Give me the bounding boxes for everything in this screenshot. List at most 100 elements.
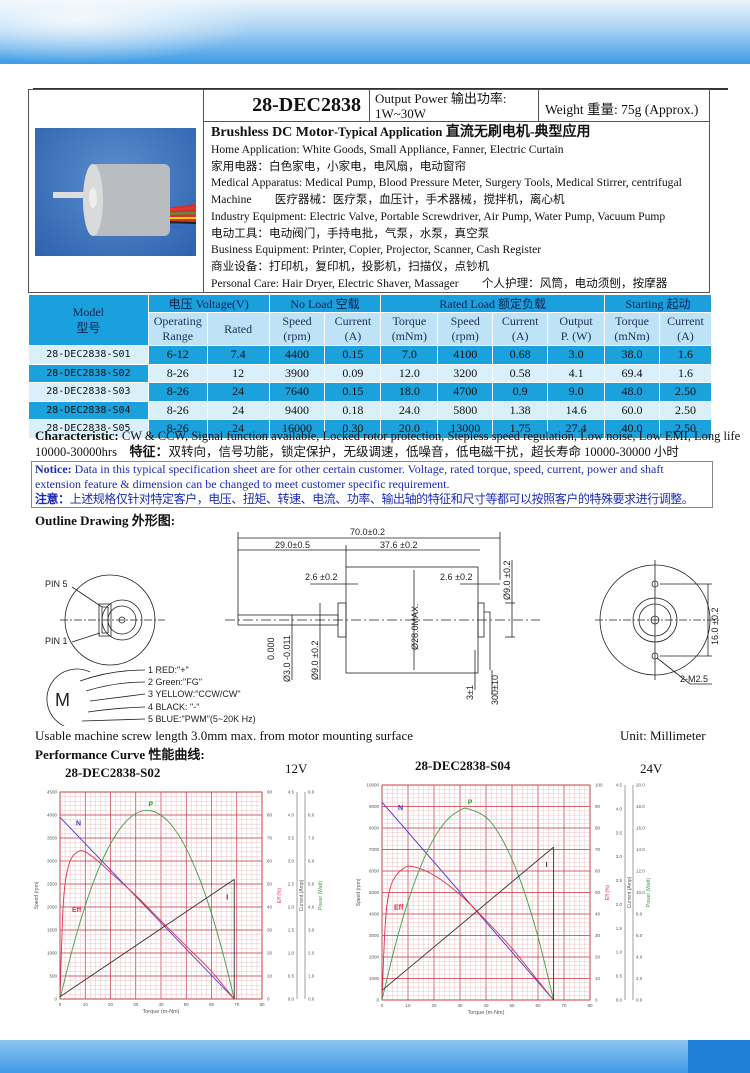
speed-tick-label: 0	[376, 998, 379, 1003]
value-cell: 24	[206, 382, 270, 402]
eff-tick-label: 90	[595, 804, 601, 809]
eff-axis-label: Eff (%)	[277, 888, 283, 904]
characteristic: Characteristic: CW & CCW, Signal functio…	[35, 428, 745, 460]
value-cell: 1.6	[658, 345, 713, 365]
eff-tick-label: 10	[595, 976, 601, 981]
dim-shaft-tol: 0.000	[266, 637, 276, 660]
value-cell: 0.68	[492, 345, 549, 365]
model-cell: 28-DEC2838-S03	[28, 382, 149, 402]
model-title: 28-DEC2838	[203, 89, 370, 122]
x-axis-label: Torque (m-Nm)	[143, 1009, 180, 1015]
column-header-line: P. (W)	[560, 329, 592, 343]
eff-tick-label: 30	[595, 933, 601, 938]
column-header-line: (A)	[344, 329, 362, 343]
column-header-line: Rated	[224, 321, 253, 336]
column-header-line: Current	[667, 314, 704, 328]
current-tick-label: 3.5	[616, 830, 623, 835]
eff-tick-label: 90	[267, 790, 273, 795]
current-tick-label: 3.0	[288, 859, 295, 864]
series-line-n	[59, 816, 235, 1000]
speed-tick-label: 9000	[369, 804, 380, 809]
current-tick-label: 4.0	[288, 813, 295, 818]
speed-tick-label: 5000	[369, 890, 380, 895]
model-cell: 28-DEC2838-S01	[28, 345, 149, 365]
power-tick-label: 6.0	[308, 859, 315, 864]
x-tick-label: 70	[561, 1003, 567, 1008]
value-cell: 4.1	[547, 363, 606, 383]
eff-tick-label: 60	[595, 869, 601, 874]
column-header: Torque (mNm)	[380, 312, 439, 346]
table-row: 28-DEC2838-S04 8-26 24 9400 0.18 24.0 5800 1.38…	[28, 400, 713, 420]
speed-tick-label: 4500	[47, 790, 58, 795]
wire-label: 5 BLUE:"PWM"(5~20K Hz)	[148, 714, 256, 724]
eff-tick-label: 0	[267, 997, 270, 1002]
column-header-line: Current	[501, 314, 539, 328]
x-axis-label: Torque (m-Nm)	[468, 1010, 505, 1016]
performance-chart-s04: 0 10 20 30 40 50 60 70 8001000200030004000500060…	[356, 783, 652, 1017]
header-voltage: 电压 Voltage(V)	[147, 294, 270, 313]
eff-tick-label: 80	[267, 813, 273, 818]
value-cell: 24	[206, 400, 270, 420]
x-tick-label: 10	[405, 1003, 411, 1008]
speed-tick-label: 3500	[47, 836, 58, 841]
header-model: Model 型号	[28, 294, 149, 346]
characteristic-label-cn: 特征：	[129, 444, 169, 459]
current-tick-label: 0.5	[616, 974, 623, 979]
pin5-label: PIN 5	[45, 579, 68, 589]
current-tick-label: 0.0	[288, 997, 295, 1002]
current-tick-label: 1.0	[288, 951, 295, 956]
value-cell: 7.0	[380, 345, 439, 365]
value-cell: 8-26	[147, 419, 208, 439]
column-header-line: Speed	[282, 314, 312, 328]
value-cell: 38.0	[604, 345, 660, 365]
series-label: P	[468, 800, 473, 807]
value-cell: 24.0	[380, 400, 439, 420]
power-tick-label: 2.0	[636, 976, 643, 981]
value-cell: 0.9	[492, 382, 549, 402]
speed-tick-label: 1000	[369, 976, 380, 981]
power-tick-label: 6.0	[636, 933, 643, 938]
speed-tick-label: 3000	[369, 933, 380, 938]
eff-tick-label: 60	[267, 859, 273, 864]
column-header-line: Range	[162, 329, 194, 343]
column-header: Speed (rpm)	[437, 312, 494, 346]
unit-label: Unit: Millimeter	[620, 728, 706, 743]
column-header: Current (A)	[658, 312, 713, 346]
value-cell: 7640	[268, 382, 326, 402]
speed-tick-label: 500	[49, 974, 57, 979]
power-tick-label: 8.0	[308, 813, 315, 818]
x-tick-label: 80	[259, 1002, 265, 1007]
notice-label-cn: 注意：	[35, 492, 70, 506]
value-cell: 4100	[437, 345, 494, 365]
current-axis-label: Current (Amp)	[627, 876, 633, 908]
current-tick-label: 2.0	[288, 905, 295, 910]
x-tick-label: 60	[535, 1003, 541, 1008]
x-tick-label: 70	[234, 1002, 240, 1007]
current-tick-label: 1.0	[616, 950, 623, 955]
application-line: 电动工具：电动阀门，手持电批，气泵，水泵，真空泵	[211, 226, 490, 240]
current-tick-label: 2.5	[288, 882, 295, 887]
value-cell: 60.0	[604, 400, 660, 420]
value-cell: 8-26	[147, 363, 208, 383]
value-cell: 48.0	[604, 382, 660, 402]
column-header: Rated	[206, 312, 270, 346]
eff-tick-label: 70	[267, 836, 273, 841]
column-header: Torque (mNm)	[604, 312, 660, 346]
outline-drawing: PIN 5 PIN 1 M 1 RED:"+" 2 Green:"FG" 3 Y…	[45, 527, 720, 726]
model-cell: 28-DEC2838-S02	[28, 363, 149, 383]
notice-text-cn: 上述规格仅针对特定客户，电压、扭矩、转速、电流、功率、输出轴的特征和尺寸等都可以…	[69, 492, 694, 506]
dim-rear-boss: 2.6 ±0.2	[440, 572, 472, 582]
notice-box: Notice: Data in this typical specificati…	[31, 461, 713, 508]
motor-symbol: M	[55, 690, 70, 710]
speed-tick-label: 10000	[366, 783, 379, 788]
eff-tick-label: 40	[595, 912, 601, 917]
value-cell: 6-12	[147, 345, 208, 365]
value-cell: 69.4	[604, 363, 660, 383]
current-tick-label: 1.5	[288, 928, 295, 933]
speed-tick-label: 7000	[369, 847, 380, 852]
column-header-line: (A)	[677, 329, 694, 343]
series-line-eff	[59, 850, 235, 1000]
column-header: Current (A)	[492, 312, 549, 346]
x-tick-label: 20	[108, 1002, 114, 1007]
header-starting: Starting 起动	[604, 294, 712, 313]
